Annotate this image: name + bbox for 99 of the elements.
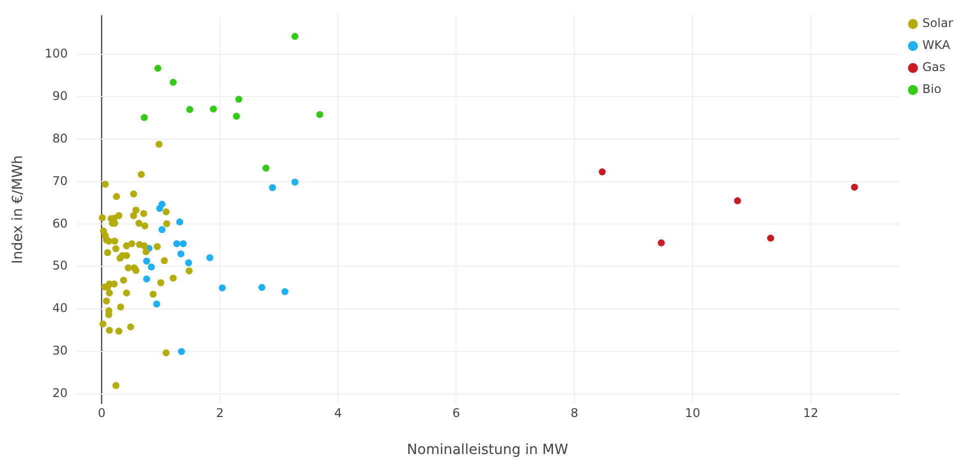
point [153,300,160,308]
point [598,168,606,176]
point [106,289,113,296]
point [210,106,217,113]
point [102,180,109,188]
point [112,382,120,390]
point [115,212,122,220]
point [177,250,184,258]
point [132,266,140,274]
point [162,208,170,216]
point [235,96,242,103]
legend-label: Solar [922,16,954,30]
point [157,279,164,286]
point [106,326,113,334]
point [160,257,168,264]
point [154,243,161,250]
point [105,238,112,245]
point [130,212,138,220]
point [258,284,266,291]
point [130,190,138,198]
point [112,193,120,200]
x-axis-title: Nominalleistung in MW [406,442,568,458]
point [102,298,110,305]
x-tick-label: 2 [216,406,224,420]
y-tick-label: 90 [52,88,68,103]
point [110,280,118,288]
legend-label: WKA [922,38,951,52]
point [141,222,148,230]
point [206,254,214,262]
point [268,184,276,192]
point [158,226,166,234]
point [128,240,136,248]
point [734,197,742,204]
point [120,276,128,284]
x-tick-label: 8 [570,406,578,420]
point [127,323,134,330]
point [115,328,122,335]
point [123,242,130,250]
point [123,289,130,296]
point [150,290,157,298]
point [111,238,118,245]
point [291,178,298,186]
x-tick-label: 10 [684,406,700,420]
point [143,275,150,282]
point [291,32,298,40]
point [140,210,148,218]
point [262,164,270,172]
legend-label: Bio [922,82,942,96]
point [163,220,170,228]
point [142,248,150,256]
point [140,114,148,122]
y-tick-label: 70 [52,174,68,188]
x-tick-label: 4 [334,406,342,420]
point [186,106,194,113]
point [99,320,106,328]
point [112,245,120,252]
point [117,303,124,310]
y-tick-label: 80 [52,131,68,146]
point [767,234,774,242]
point [176,218,184,226]
y-tick-label: 50 [52,258,68,273]
point [186,267,193,274]
point [104,249,112,256]
y-tick-label: 60 [52,216,68,230]
y-tick-label: 40 [52,301,68,316]
point [218,284,226,292]
point [178,348,185,356]
point [170,78,177,86]
point [140,242,148,250]
point [156,140,163,148]
point [281,288,288,296]
point [170,274,177,282]
point [658,239,665,246]
point [98,214,106,222]
y-tick-label: 100 [44,46,68,60]
point [173,240,180,248]
point [162,349,170,356]
point [123,252,130,260]
point [316,111,324,118]
point [143,258,150,265]
x-tick-label: 12 [803,406,818,420]
y-tick-label: 20 [52,386,68,400]
point [138,170,145,178]
point [851,184,858,191]
y-axis-title: Index in €/MWh [10,155,26,264]
point [132,206,140,214]
x-tick-label: 0 [98,406,106,420]
point [185,259,192,266]
legend-label: Gas [922,60,946,74]
y-tick-label: 30 [52,344,68,358]
point [135,220,142,227]
point [148,264,155,271]
point [105,311,112,318]
point [156,204,164,212]
point [154,64,162,72]
point [180,240,187,248]
point [124,264,132,272]
x-tick-label: 6 [452,406,460,420]
point [232,112,240,120]
